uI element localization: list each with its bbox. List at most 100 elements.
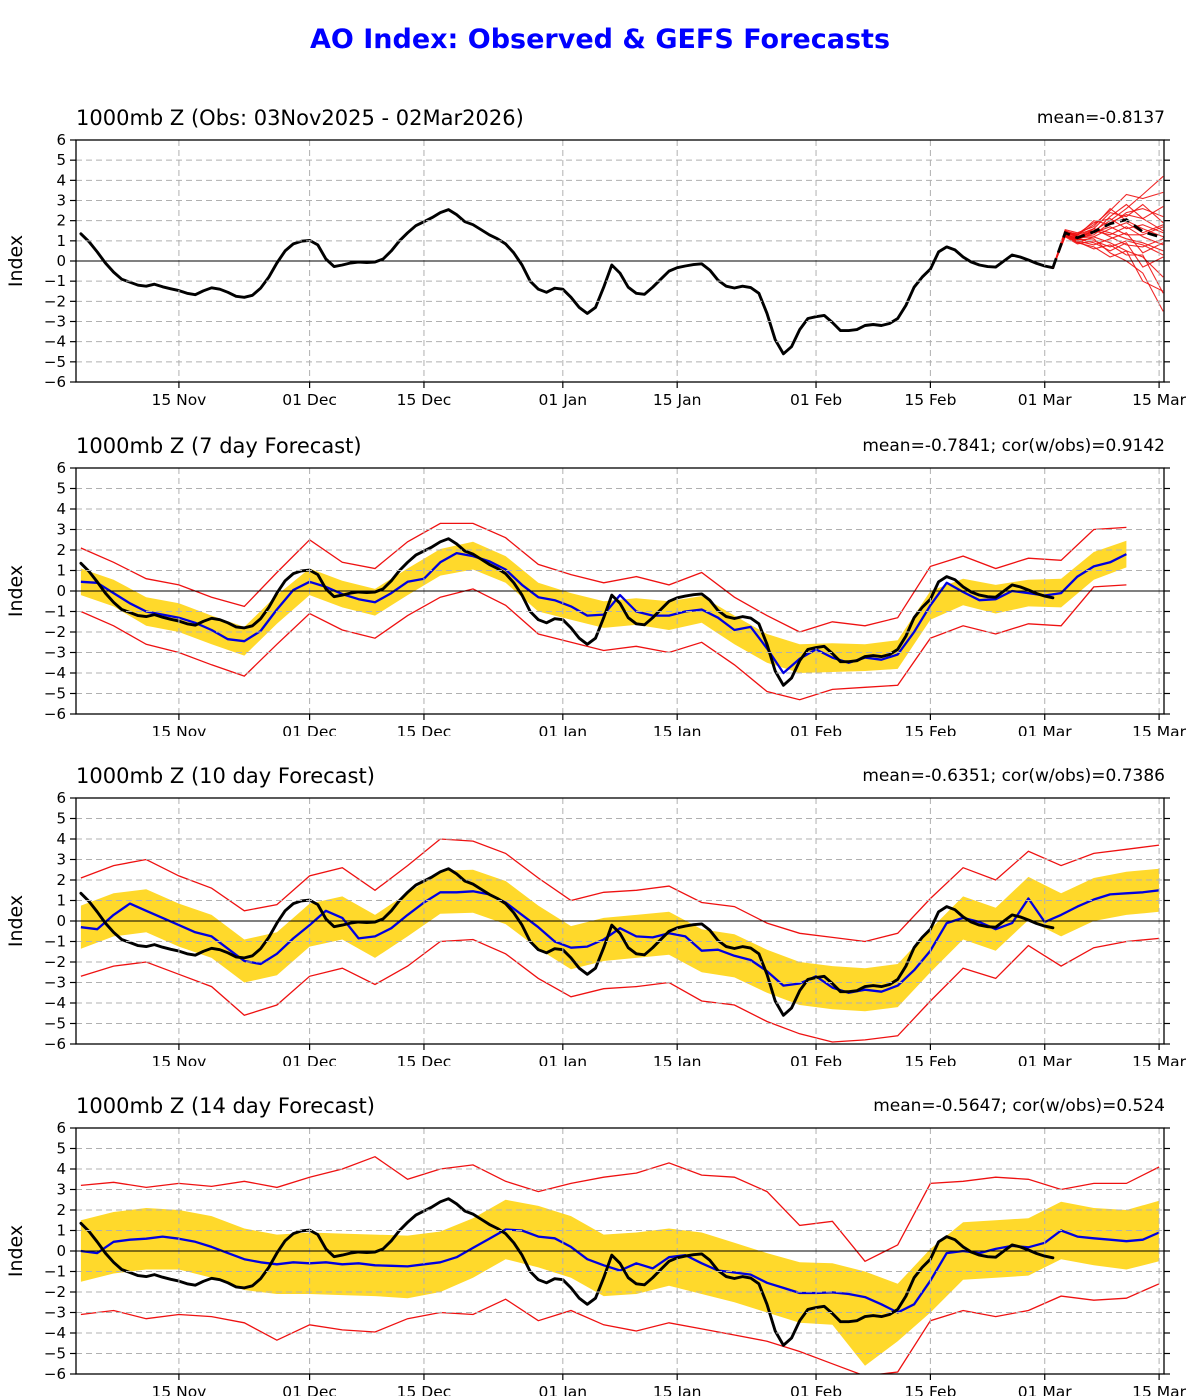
panel-title: 1000mb Z (14 day Forecast) (76, 1094, 375, 1118)
figure-title: AO Index: Observed & GEFS Forecasts (309, 24, 891, 55)
svg-text:−4: −4 (44, 1324, 66, 1342)
svg-text:01 Mar: 01 Mar (1018, 1053, 1073, 1066)
panel-title: 1000mb Z (7 day Forecast) (76, 434, 362, 458)
svg-text:5: 5 (56, 151, 66, 169)
panel-stats: mean=-0.8137 (1036, 108, 1165, 128)
panel-header: 1000mb Z (14 day Forecast) mean=-0.5647;… (76, 1090, 1165, 1118)
svg-text:15 Dec: 15 Dec (397, 1383, 452, 1396)
panel-title: 1000mb Z (10 day Forecast) (76, 764, 375, 788)
svg-text:01 Feb: 01 Feb (790, 1053, 842, 1066)
svg-text:15 Nov: 15 Nov (151, 723, 206, 736)
panel-header: 1000mb Z (10 day Forecast) mean=-0.6351;… (76, 760, 1165, 788)
svg-text:01 Mar: 01 Mar (1018, 1383, 1073, 1396)
svg-text:−3: −3 (44, 644, 66, 662)
svg-text:−3: −3 (44, 313, 66, 331)
svg-text:2: 2 (56, 1201, 66, 1219)
panel-forecast-7day: 1000mb Z (7 day Forecast) mean=-0.7841; … (0, 424, 1200, 736)
forecast-14day-plot: −6 −5 −4 −3 −2 −1 0 1 2 3 4 5 6 15 Nov 01 Dec 15 Dec 01 … (5, 1120, 1187, 1396)
svg-text:15 Feb: 15 Feb (904, 723, 956, 736)
svg-text:15 Mar: 15 Mar (1132, 723, 1187, 736)
svg-text:−6: −6 (44, 705, 66, 723)
svg-text:−4: −4 (44, 333, 66, 351)
svg-text:15 Jan: 15 Jan (653, 723, 702, 736)
svg-text:−6: −6 (44, 1035, 66, 1053)
svg-text:15 Dec: 15 Dec (397, 1053, 452, 1066)
panel-stats: mean=-0.7841; cor(w/obs)=0.9142 (862, 436, 1165, 456)
svg-text:−1: −1 (44, 603, 66, 621)
svg-text:4: 4 (56, 500, 66, 518)
panel-header: 1000mb Z (7 day Forecast) mean=-0.7841; … (76, 430, 1165, 458)
svg-text:−3: −3 (44, 1304, 66, 1322)
svg-text:4: 4 (56, 830, 66, 848)
panel-header: 1000mb Z (Obs: 03Nov2025 - 02Mar2026) me… (76, 102, 1165, 130)
svg-text:0: 0 (56, 912, 66, 930)
svg-text:15 Mar: 15 Mar (1132, 1053, 1187, 1066)
svg-text:6: 6 (56, 132, 66, 149)
svg-text:01 Jan: 01 Jan (539, 1053, 588, 1066)
svg-text:−5: −5 (44, 685, 66, 703)
svg-text:6: 6 (56, 1120, 66, 1137)
svg-text:−2: −2 (44, 292, 66, 310)
panel-stats: mean=-0.5647; cor(w/obs)=0.524 (873, 1096, 1165, 1116)
svg-text:2: 2 (56, 871, 66, 889)
panel-forecast-10day: 1000mb Z (10 day Forecast) mean=-0.6351;… (0, 754, 1200, 1066)
svg-text:−1: −1 (44, 272, 66, 290)
svg-text:01 Dec: 01 Dec (282, 391, 337, 408)
svg-text:1: 1 (56, 1222, 66, 1240)
svg-text:01 Mar: 01 Mar (1018, 723, 1073, 736)
svg-text:3: 3 (56, 1181, 66, 1199)
y-axis-label: Index (5, 1225, 27, 1277)
svg-text:15 Mar: 15 Mar (1132, 391, 1187, 408)
svg-text:4: 4 (56, 1160, 66, 1178)
svg-text:−5: −5 (44, 353, 66, 371)
svg-text:15 Nov: 15 Nov (151, 1053, 206, 1066)
svg-text:01 Mar: 01 Mar (1018, 391, 1073, 408)
panel-title: 1000mb Z (Obs: 03Nov2025 - 02Mar2026) (76, 106, 524, 130)
svg-text:1: 1 (56, 232, 66, 250)
svg-text:15 Nov: 15 Nov (151, 391, 206, 408)
svg-text:01 Feb: 01 Feb (790, 723, 842, 736)
panel-forecast-14day: 1000mb Z (14 day Forecast) mean=-0.5647;… (0, 1084, 1200, 1396)
svg-text:−1: −1 (44, 933, 66, 951)
svg-text:−2: −2 (44, 623, 66, 641)
svg-text:−6: −6 (44, 1365, 66, 1383)
svg-text:01 Jan: 01 Jan (539, 723, 588, 736)
svg-text:6: 6 (56, 460, 66, 477)
svg-text:15 Feb: 15 Feb (904, 1053, 956, 1066)
svg-text:01 Dec: 01 Dec (282, 1053, 337, 1066)
svg-text:−2: −2 (44, 1283, 66, 1301)
svg-text:−3: −3 (44, 974, 66, 992)
forecast-10day-plot: −6 −5 −4 −3 −2 −1 0 1 2 3 4 5 6 15 Nov 01 Dec 15 Dec 01 … (5, 790, 1187, 1066)
svg-text:3: 3 (56, 851, 66, 869)
svg-text:2: 2 (56, 212, 66, 230)
svg-text:−1: −1 (44, 1263, 66, 1281)
svg-text:01 Feb: 01 Feb (790, 1383, 842, 1396)
svg-text:4: 4 (56, 171, 66, 189)
svg-text:0: 0 (56, 1242, 66, 1260)
svg-text:−5: −5 (44, 1015, 66, 1033)
y-axis-label: Index (5, 235, 27, 287)
svg-text:01 Dec: 01 Dec (282, 1383, 337, 1396)
panel-stats: mean=-0.6351; cor(w/obs)=0.7386 (862, 766, 1165, 786)
svg-text:−4: −4 (44, 664, 66, 682)
svg-text:2: 2 (56, 541, 66, 559)
y-axis-label: Index (5, 895, 27, 947)
svg-text:3: 3 (56, 521, 66, 539)
svg-text:−4: −4 (44, 994, 66, 1012)
svg-text:5: 5 (56, 810, 66, 828)
y-axis-label: Index (5, 565, 27, 617)
svg-text:15 Mar: 15 Mar (1132, 1383, 1187, 1396)
svg-text:−5: −5 (44, 1345, 66, 1363)
svg-text:15 Jan: 15 Jan (653, 1053, 702, 1066)
observed-plot: −6 −5 −4 −3 −2 −1 0 1 2 3 4 5 6 15 Nov 01 Dec 15 Dec 01 … (5, 132, 1187, 408)
svg-text:15 Jan: 15 Jan (653, 391, 702, 408)
panel-observed: 1000mb Z (Obs: 03Nov2025 - 02Mar2026) me… (0, 96, 1200, 408)
svg-text:1: 1 (56, 562, 66, 580)
svg-text:5: 5 (56, 1140, 66, 1158)
svg-text:0: 0 (56, 582, 66, 600)
svg-text:15 Jan: 15 Jan (653, 1383, 702, 1396)
svg-text:15 Nov: 15 Nov (151, 1383, 206, 1396)
svg-text:−2: −2 (44, 953, 66, 971)
forecast-7day-plot: −6 −5 −4 −3 −2 −1 0 1 2 3 4 5 6 15 Nov 01 Dec 15 Dec 01 … (5, 460, 1187, 736)
